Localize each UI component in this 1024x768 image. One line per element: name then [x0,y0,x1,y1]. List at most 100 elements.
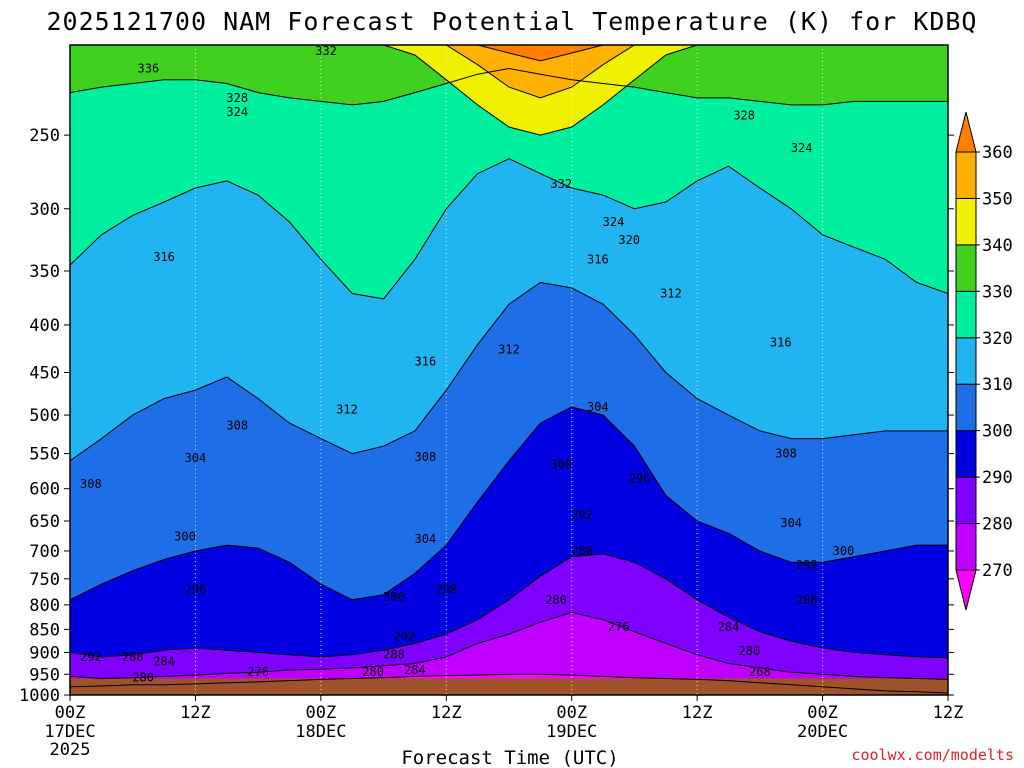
colorbar-bin-290 [955,430,977,478]
contour-label: 280 [545,593,567,607]
theta-band-280 [70,553,948,680]
colorbar-bin-280 [955,476,977,525]
contour-label: 300 [833,544,855,558]
colorbar-bin-330 [955,244,977,292]
contour-label: 308 [415,450,437,464]
isentrope-290 [70,553,948,659]
colorbar-bin-300 [955,383,977,432]
colorbar-label: 280 [982,515,1013,535]
isentrope-320 [70,158,948,300]
contour-label: 268 [749,665,771,679]
colorbar-label: 350 [982,189,1013,209]
contour-label: 288 [796,593,818,607]
colorbar-bin-270 [955,523,977,571]
x-tick-label: 00Z [556,703,587,723]
y-tick-label: 900 [29,643,60,663]
contour-label: 312 [498,342,520,356]
contour-label: 304 [780,516,802,530]
x-tick-label: 00Z [305,703,336,723]
colorbar-label: 300 [982,422,1013,442]
isentrope-340 [70,45,948,136]
contour-label: 276 [608,620,630,634]
x-tick-year: 2025 [50,740,91,760]
isentrope-280 [70,611,948,680]
y-tick-label: 500 [29,406,60,426]
contour-label: 316 [153,250,175,264]
y-tick-label: 300 [29,200,60,220]
contour-label: 332 [315,44,337,58]
theta-band-290 [70,406,948,658]
theta-band-340 [70,45,948,136]
contour-label: 328 [733,108,755,122]
y-tick-label: 950 [29,665,60,685]
y-tick-label: 600 [29,480,60,500]
x-tick-label: 12Z [431,703,462,723]
colorbar-label: 290 [982,468,1013,488]
contour-label: 336 [138,62,160,76]
x-tick-label: 12Z [682,703,713,723]
contour-label: 276 [247,665,269,679]
x-tick-date: 20DEC [797,722,848,742]
credit-link[interactable]: coolwx.com/modelts [851,746,1014,764]
colorbar-bin-340 [955,197,977,246]
colorbar-label: 270 [982,561,1013,581]
contour-label: 284 [718,620,740,634]
contour-label: 332 [550,177,572,191]
contour-label: 304 [415,532,437,546]
contour-label: 312 [660,286,682,300]
x-tick-date: 17DEC [44,722,95,742]
contour-label: 316 [415,355,437,369]
colorbar-bin-260 [955,569,977,611]
y-tick-label: 850 [29,620,60,640]
contour-label: 308 [226,418,248,432]
contour-label: 316 [770,336,792,350]
theta-fill-layer [70,45,948,695]
contour-label: 280 [362,665,384,679]
x-tick-label: 00Z [807,703,838,723]
y-tick-label: 700 [29,542,60,562]
contour-label: 288 [383,648,405,662]
contour-label: 284 [153,654,175,668]
y-tick-label: 250 [29,126,60,146]
isentrope-350 [70,45,948,99]
contour-label: 316 [587,252,609,266]
isentrope-330 [70,67,948,106]
colorbar-label: 320 [982,329,1013,349]
contour-label: 300 [550,457,572,471]
isentrope-layer [70,45,948,694]
x-tick-date: 19DEC [546,722,597,742]
contour-label: 296 [629,471,651,485]
y-axis: 250 300 350 400 450 500 550 600 650 700 750 800 850 9… [19,126,954,706]
colorbar: 270 280 290 300 310 320 330 340 350 360 [955,111,1013,611]
contour-label: 320 [618,233,640,247]
plot-area: 336 332 328 324 316 308 312 316 304 308 300 296 292 2… [69,44,949,696]
isentrope-310 [70,281,948,462]
theta-band-270 [70,612,948,693]
x-tick-date: 18DEC [295,722,346,742]
theta-band-310 [70,158,948,461]
isentrope-360 [70,45,948,62]
contour-label: 280 [739,644,761,658]
x-axis-title: Forecast Time (UTC) [401,747,618,768]
contour-label: 324 [603,215,625,229]
y-tick-label: 750 [29,570,60,590]
colorbar-label: 340 [982,236,1013,256]
y-tick-label: 650 [29,512,60,532]
contour-label: 292 [80,650,102,664]
contour-label: 288 [122,650,144,664]
contour-label: 300 [383,590,405,604]
colorbar-bin-360 [955,111,977,153]
isentrope-270 [70,673,948,694]
y-tick-label: 550 [29,445,60,465]
colorbar-label: 310 [982,375,1013,395]
contour-label: 308 [80,477,102,491]
contour-label: 292 [394,629,416,643]
y-tick-label: 450 [29,364,60,384]
x-tick-label: 00Z [55,703,86,723]
contour-label: 324 [226,105,248,119]
grid-layer [194,45,824,695]
contour-label: 304 [587,400,609,414]
plot-frame [69,44,949,696]
